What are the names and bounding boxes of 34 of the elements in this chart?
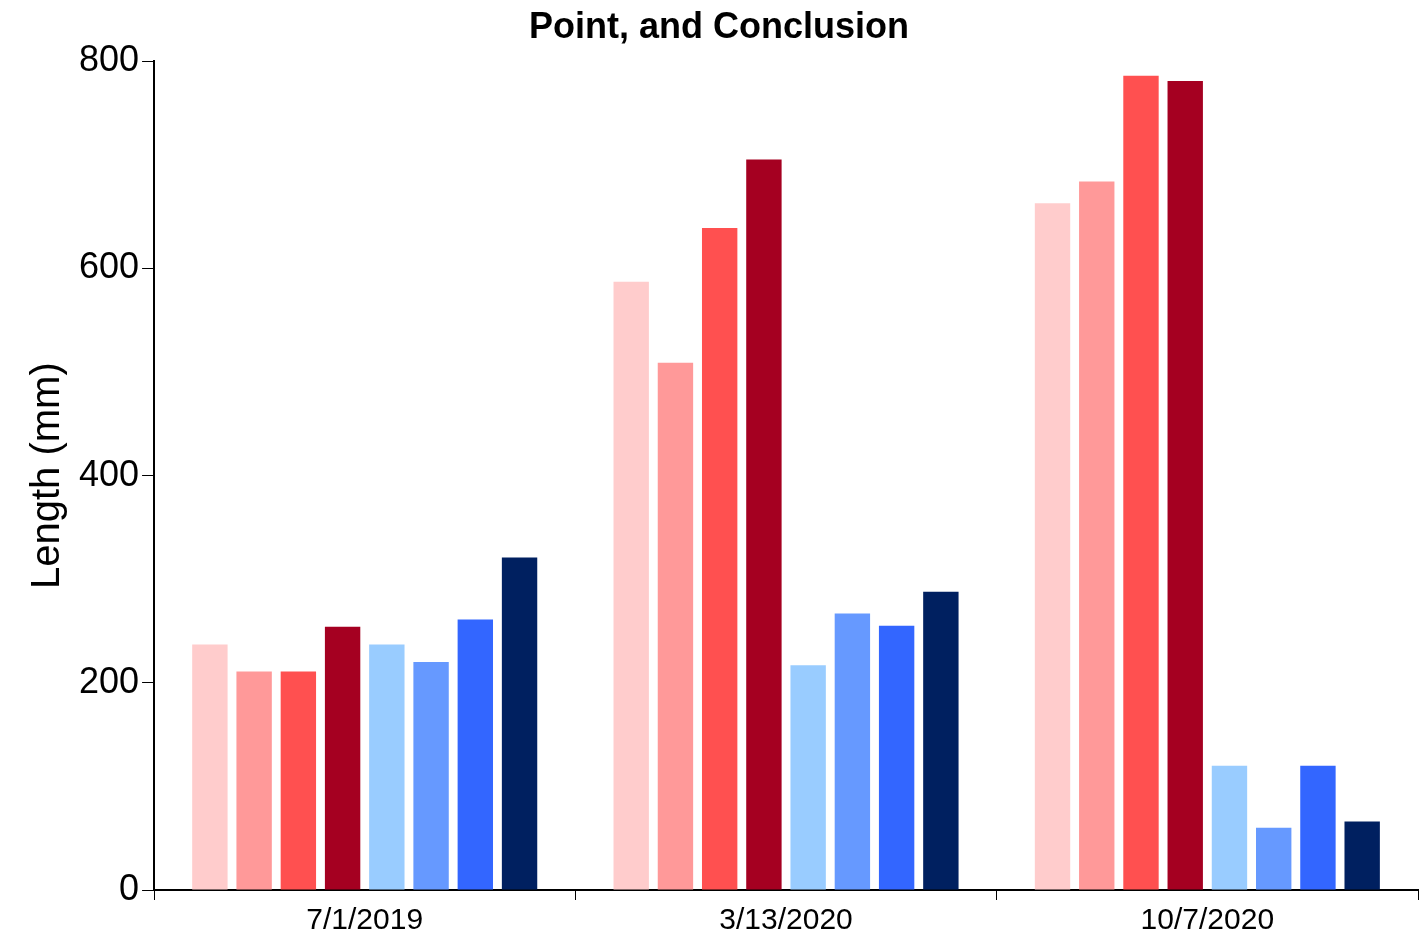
bar bbox=[1167, 80, 1203, 890]
bar bbox=[1344, 821, 1380, 890]
y-axis-title: Length (mm) bbox=[23, 362, 68, 589]
bar bbox=[369, 644, 405, 890]
bar bbox=[1123, 75, 1159, 890]
bar bbox=[413, 662, 449, 890]
y-tick-label: 200 bbox=[78, 659, 140, 701]
y-tick-label: 600 bbox=[78, 245, 140, 287]
bar bbox=[701, 228, 738, 890]
bar bbox=[923, 591, 959, 890]
chart-title: Point, and Conclusion bbox=[529, 4, 909, 46]
bar bbox=[280, 671, 317, 890]
y-tick-label: 400 bbox=[78, 452, 140, 494]
bar bbox=[457, 619, 494, 890]
bar bbox=[1034, 203, 1071, 890]
x-tick-label: 10/7/2020 bbox=[1140, 902, 1275, 936]
bar bbox=[878, 625, 915, 890]
bar bbox=[657, 362, 694, 890]
x-tick-label: 7/1/2019 bbox=[306, 902, 424, 936]
y-tick-label: 0 bbox=[119, 866, 140, 908]
bar bbox=[746, 159, 782, 890]
bar bbox=[324, 626, 361, 890]
bar bbox=[236, 671, 272, 890]
bar bbox=[1256, 827, 1292, 890]
bar bbox=[1079, 181, 1115, 890]
bar bbox=[192, 644, 228, 890]
bar bbox=[501, 557, 538, 890]
bar bbox=[1211, 765, 1248, 890]
bar bbox=[790, 665, 826, 890]
bar bbox=[1300, 765, 1336, 890]
x-tick-label: 3/13/2020 bbox=[719, 902, 853, 936]
bar bbox=[834, 613, 871, 890]
bar bbox=[613, 281, 649, 890]
y-tick-label: 800 bbox=[78, 38, 140, 80]
